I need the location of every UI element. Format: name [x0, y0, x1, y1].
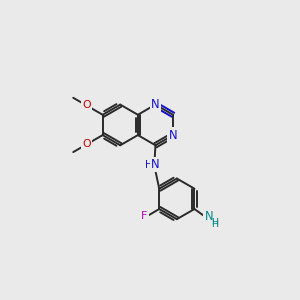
- Text: H: H: [146, 160, 153, 170]
- Text: H: H: [211, 218, 218, 227]
- Text: O: O: [82, 100, 91, 110]
- Text: N: N: [169, 129, 177, 142]
- Text: N: N: [151, 98, 160, 111]
- Text: F: F: [141, 211, 147, 221]
- Text: N: N: [151, 158, 160, 171]
- Text: H: H: [211, 220, 218, 229]
- Text: N: N: [205, 210, 213, 223]
- Text: O: O: [82, 140, 91, 149]
